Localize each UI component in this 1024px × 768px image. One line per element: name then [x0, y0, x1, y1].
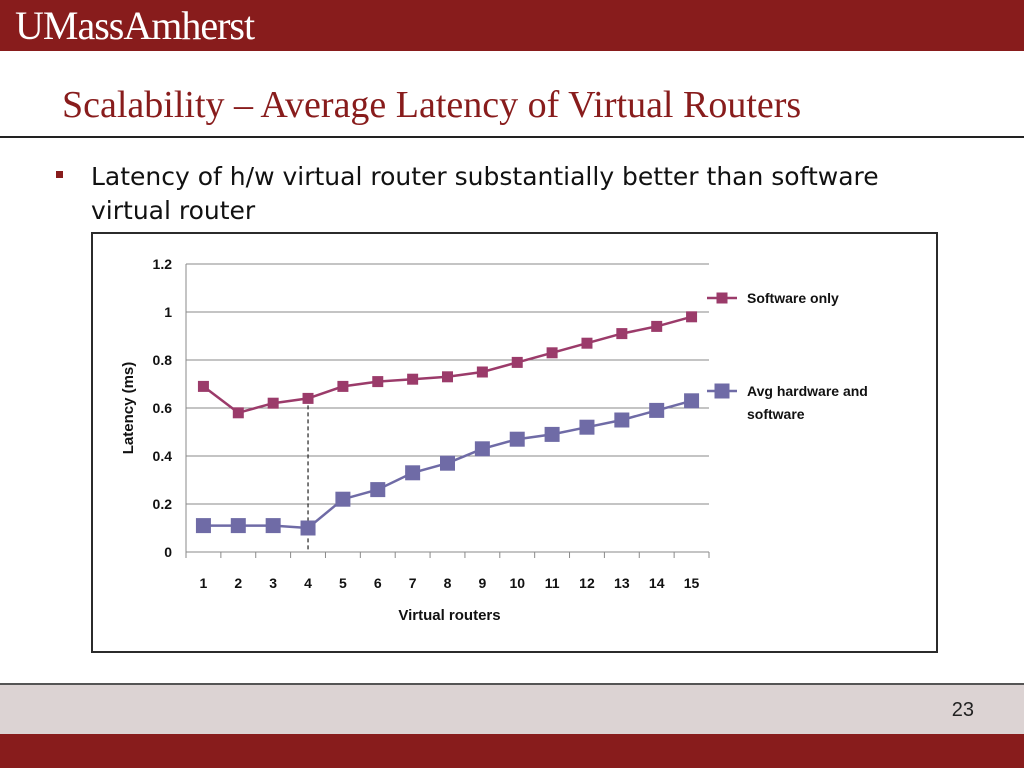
x-tick-label: 2 [234, 575, 242, 591]
data-point [230, 518, 246, 534]
data-point [197, 380, 209, 392]
y-tick-label: 0.4 [153, 448, 173, 464]
y-tick-label: 0 [164, 544, 172, 560]
data-point [337, 380, 349, 392]
x-tick-label: 9 [478, 575, 486, 591]
y-axis-title: Latency (ms) [120, 362, 137, 455]
data-point [372, 376, 384, 388]
data-point [300, 520, 316, 536]
x-tick-label: 13 [614, 575, 630, 591]
data-point [405, 465, 421, 481]
data-point [407, 373, 419, 385]
latency-chart: 00.20.40.60.811.21 2 3 4 5 6 7 8 9 10 11 12 13 14 15Vi… [120, 256, 868, 624]
x-tick-label: 1 [200, 575, 208, 591]
university-logo: UMassAmherst [15, 3, 255, 48]
x-tick-label: 3 [269, 575, 277, 591]
data-point [684, 393, 700, 409]
x-axis-title: Virtual routers [398, 607, 500, 624]
data-point [511, 356, 523, 368]
data-point [474, 441, 490, 457]
x-tick-label: 4 [304, 575, 312, 591]
data-point [649, 402, 665, 418]
x-tick-label: 7 [409, 575, 417, 591]
data-point [686, 311, 698, 323]
x-tick-label: 6 [374, 575, 382, 591]
legend-label: Avg hardware and software [747, 383, 868, 422]
data-point [581, 337, 593, 349]
y-tick-label: 1.2 [153, 256, 173, 272]
data-point [442, 371, 453, 383]
bottom-banner [0, 734, 1024, 768]
chart-frame: 0 0.2 0.4 0.6 0.8 1 1.2 1 2 3 4 5 6 7 8 9 10 11 12 13 14 15 Vi… [91, 232, 938, 653]
data-point [579, 419, 595, 435]
y-tick-label: 0.6 [153, 400, 173, 416]
y-tick-label: 0.2 [153, 496, 173, 512]
x-tick-label: 5 [339, 575, 347, 591]
data-point [651, 320, 663, 332]
x-tick-label: 14 [649, 575, 665, 591]
legend-label: Software only [747, 290, 839, 306]
x-tick-label: 15 [684, 575, 700, 591]
data-point [509, 431, 525, 447]
bullet-text: Latency of h/w virtual router substantia… [91, 162, 879, 225]
y-tick-label: 1 [164, 304, 172, 320]
data-point [546, 347, 558, 359]
page-number: 23 [951, 699, 974, 721]
data-point [476, 366, 488, 378]
data-point [335, 491, 351, 507]
data-point [265, 518, 281, 534]
y-tick-label: 0.8 [153, 352, 173, 368]
data-point [195, 518, 211, 534]
footer-bar: 23 [0, 683, 1024, 734]
title-divider [0, 136, 1024, 138]
data-point [544, 426, 560, 442]
data-point [232, 407, 244, 419]
x-tick-label: 10 [509, 575, 525, 591]
data-point [370, 482, 386, 498]
data-point [267, 397, 279, 409]
legend-marker [716, 292, 728, 304]
x-tick-label: 8 [444, 575, 452, 591]
top-banner: UMassAmherst [0, 0, 1024, 51]
data-point [614, 412, 630, 428]
x-tick-label: 11 [545, 575, 560, 591]
data-point [616, 328, 628, 340]
slide-title: Scalability – Average Latency of Virtual… [62, 84, 802, 126]
bullet-square-icon [56, 171, 63, 178]
data-point [440, 455, 455, 471]
data-point [302, 392, 314, 404]
x-tick-label: 12 [579, 575, 595, 591]
legend-marker [714, 383, 730, 399]
